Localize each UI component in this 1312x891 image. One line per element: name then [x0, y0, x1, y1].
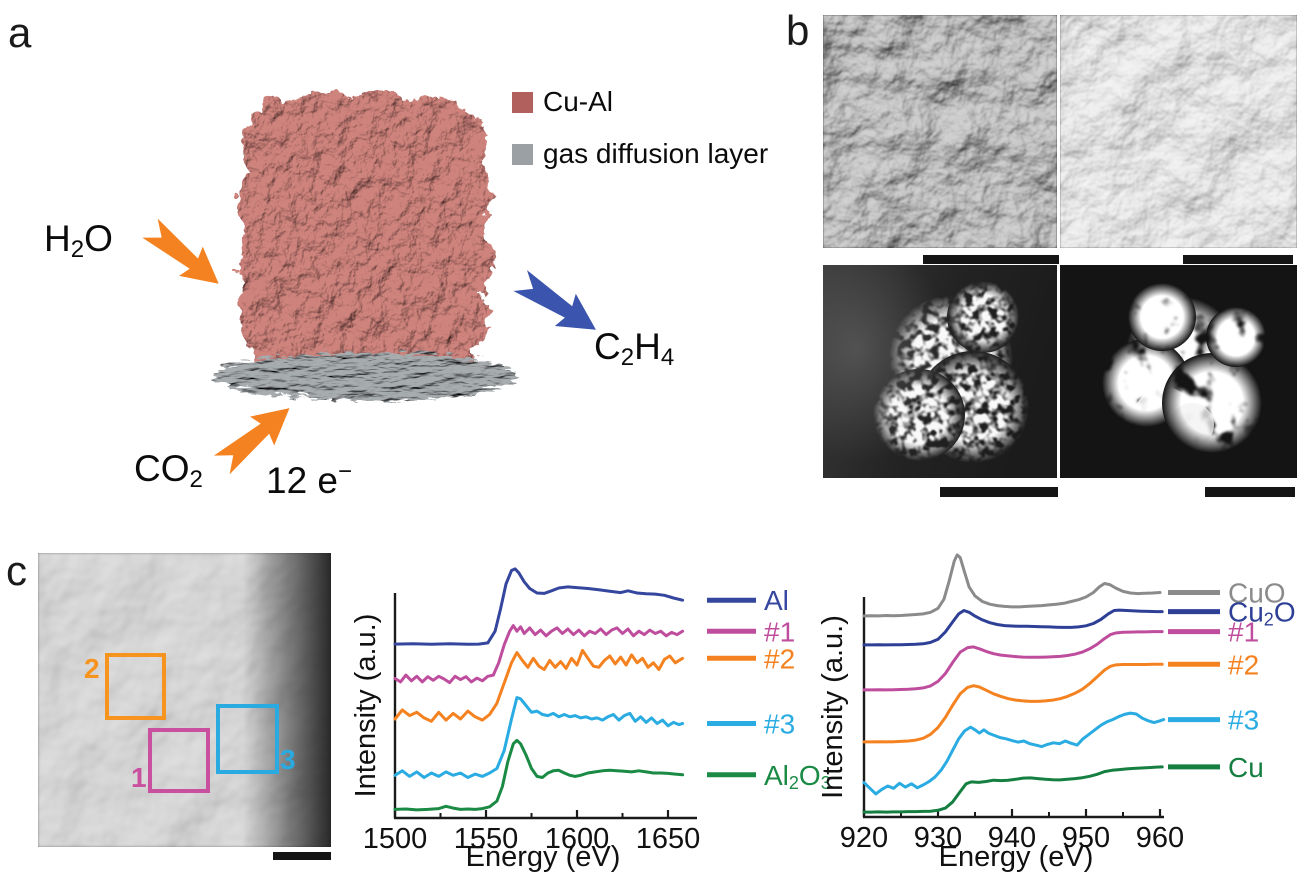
x-tick-label: 920 — [840, 822, 888, 854]
x-tick-label: 1550 — [454, 823, 519, 855]
sem-image-topright — [1060, 15, 1297, 248]
y-axis-title: Intensity (a.u.) — [350, 614, 382, 798]
x-tick-label: 1600 — [545, 823, 610, 855]
legend-label-Al: Al — [764, 585, 789, 616]
legend-label-#2: #2 — [1228, 649, 1259, 680]
roi-box-3 — [216, 704, 279, 774]
series-line-Al — [393, 567, 685, 646]
stem-roi-image — [38, 553, 331, 847]
catalyst-3d-render — [211, 84, 515, 397]
legend-label-#1: #1 — [764, 616, 795, 647]
series-line-Cu — [862, 765, 1164, 814]
electrons-label: 12 e− — [266, 458, 353, 501]
roi-box-2 — [105, 653, 166, 720]
roi-label-3: 3 — [280, 744, 296, 775]
legend-label-#3: #3 — [764, 708, 795, 739]
stem-image-bottomleft — [823, 265, 1057, 478]
legend-label-Cu: Cu — [1228, 751, 1264, 782]
series-line-#3 — [393, 696, 685, 779]
y-axis-title: Intensity (a.u.) — [817, 615, 849, 799]
gdl-legend-label: gas diffusion layer — [543, 138, 769, 169]
x-tick-label: 1650 — [636, 823, 701, 855]
scale-bar — [1183, 255, 1293, 264]
series-line-Al2O3 — [393, 738, 685, 812]
gas-diffusion-layer-mat — [211, 349, 515, 397]
panel-c-label: c — [6, 547, 27, 594]
h2o-arrow — [129, 208, 233, 305]
scale-bar — [1205, 487, 1295, 497]
cu-al-legend-label: Cu-Al — [543, 86, 614, 117]
c2h4-arrow — [501, 259, 610, 353]
scale-bar — [940, 487, 1058, 497]
legend-row-gdl: gas diffusion layer — [512, 138, 768, 170]
legend-label-Cu2O: Cu2O — [1228, 596, 1296, 630]
stem-image-bottomright — [1060, 265, 1297, 478]
panel-a-label: a — [8, 9, 32, 56]
series-line-#3 — [862, 711, 1166, 796]
h2o-arrow-shape — [142, 218, 219, 284]
x-tick-label: 950 — [1062, 822, 1110, 854]
legend-label-#3: #3 — [1228, 704, 1259, 735]
roi-label-2: 2 — [84, 653, 100, 684]
legend-row-cual: Cu-Al — [512, 86, 613, 118]
roi-box-1 — [148, 728, 210, 793]
c2h4-arrow-shape — [513, 270, 596, 330]
sem-image-topleft — [823, 15, 1057, 248]
c2h4-label: C2H4 — [594, 326, 675, 371]
legend-label-#2: #2 — [764, 643, 795, 674]
roi-label-1: 1 — [131, 762, 147, 793]
x-axis-title: Energy (eV) — [466, 841, 621, 873]
x-tick-label: 1500 — [363, 823, 428, 855]
x-axis-title: Energy (eV) — [939, 841, 1094, 873]
series-line-Cu2O — [862, 608, 1164, 647]
co2-label: CO2 — [134, 448, 203, 493]
series-line-#1 — [393, 624, 685, 685]
x-tick-label: 960 — [1136, 822, 1184, 854]
legend-label-Al2O3: Al2O3 — [764, 759, 831, 793]
cu-l-edge-eels-chart: 920 930 940 950 960 Energy (eV) Intensity (a.u… — [817, 553, 1296, 873]
gdl-swatch — [512, 143, 533, 165]
scale-bar — [273, 852, 331, 860]
series-line-#2 — [862, 662, 1164, 744]
x-tick-label: 930 — [914, 822, 962, 854]
cu-al-pillar — [233, 84, 489, 371]
series-line-#1 — [862, 630, 1164, 692]
legend-label-CuO: CuO — [1228, 577, 1286, 608]
scale-bar — [923, 255, 1059, 264]
panel-b-label: b — [786, 7, 810, 54]
h2o-label: H2O — [44, 218, 113, 263]
cu-al-swatch — [512, 91, 533, 113]
al-k-edge-eels-chart: 1500 1550 1600 1650 Energy (eV) Intensity (a.… — [350, 567, 831, 873]
legend-label-#1: #1 — [1228, 616, 1259, 647]
series-line-CuO — [862, 553, 1162, 618]
co2-arrow-shape — [213, 408, 290, 475]
x-tick-label: 940 — [988, 822, 1036, 854]
series-line-#2 — [393, 648, 685, 723]
co2-arrow — [204, 391, 308, 489]
